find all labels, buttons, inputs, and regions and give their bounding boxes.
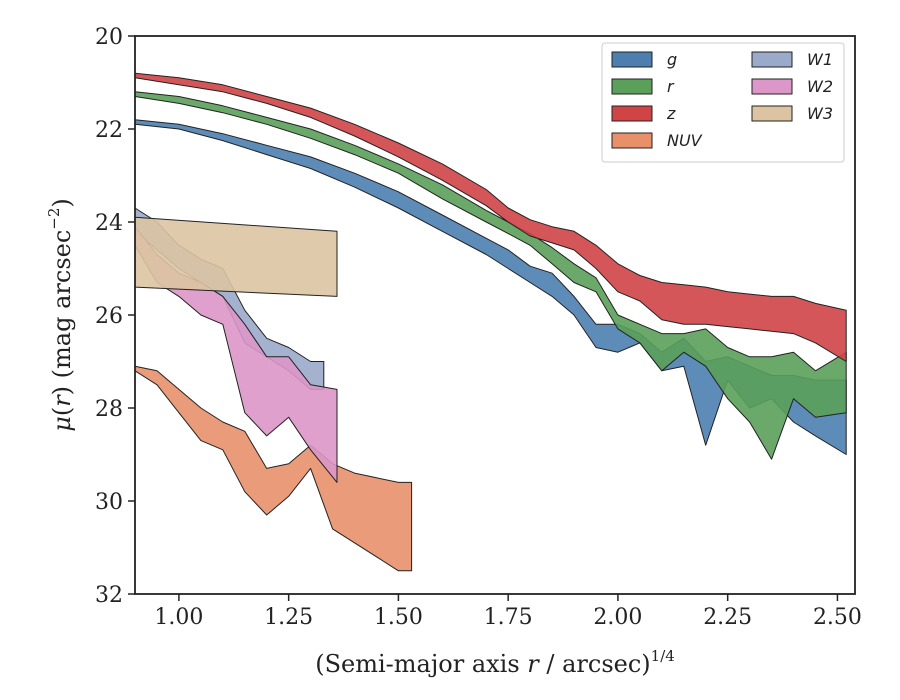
y-tick-label: 24 [95,211,123,236]
legend-swatch-r [611,78,653,95]
y-tick-label: 22 [95,118,123,143]
legend-label-w1: W1 [807,50,833,69]
x-tick-label: 1.25 [264,605,313,630]
x-tick-label: 2.25 [703,605,752,630]
legend-label-z: z [666,104,676,123]
band-r [134,91,847,460]
legend-swatch-w2 [751,78,793,95]
x-tick-label: 2.50 [813,605,862,630]
band-w3 [134,216,338,297]
x-axis-label: (Semi-major axis r / arcsec)1/4 [315,647,675,678]
x-axis-label-suffix: / arcsec) [539,650,651,678]
legend-swatch-z [611,105,653,122]
legend-label-g: g [667,50,677,69]
y-axis-label: μ(r) (mag arcsec−2) [45,198,76,432]
y-tick-label: 20 [95,25,123,50]
x-tick-label: 1.50 [374,605,423,630]
y-tick-label: 28 [95,397,123,422]
legend-box [601,42,845,163]
x-axis-label-var: r [527,650,540,678]
y-tick-label: 30 [95,490,123,515]
legend: grz NUV W1 W2 W3 [601,42,845,163]
y-axis-label-mu: μ [48,416,76,432]
y-tick-label: 26 [95,304,123,329]
legend-label-w3: W3 [807,104,833,123]
x-axis-label-sup: 1/4 [651,647,675,665]
y-axis: 20 22 24 26 28 30 32 [95,25,135,608]
legend-swatch-w1 [751,51,793,68]
bands-layer [134,72,847,572]
legend-swatch-w3 [751,105,793,122]
y-axis-label-var: r [48,394,76,407]
y-axis-label-unit: ) (mag arcsec [48,230,76,396]
legend-label-nuv: NUV [667,131,703,150]
x-tick-label: 1.75 [484,605,533,630]
band-g [134,119,847,455]
y-axis-label-sup: −2 [45,208,63,230]
legend-label-w2: W2 [807,77,833,96]
y-axis-label-open: ( [48,407,76,416]
y-tick-label: 32 [95,583,123,608]
band-nuv [134,365,413,572]
x-axis-label-prefix: (Semi-major axis [315,650,527,678]
legend-swatch-g [611,51,653,68]
legend-swatch-nuv [611,132,653,149]
band-z [134,72,847,362]
legend-label-r: r [667,77,675,96]
y-axis-label-end: ) [48,198,76,207]
x-tick-label: 1.00 [154,605,203,630]
x-tick-label: 2.00 [593,605,642,630]
x-axis: 1.00 1.25 1.50 1.75 2.00 2.25 2.50 [154,594,862,630]
